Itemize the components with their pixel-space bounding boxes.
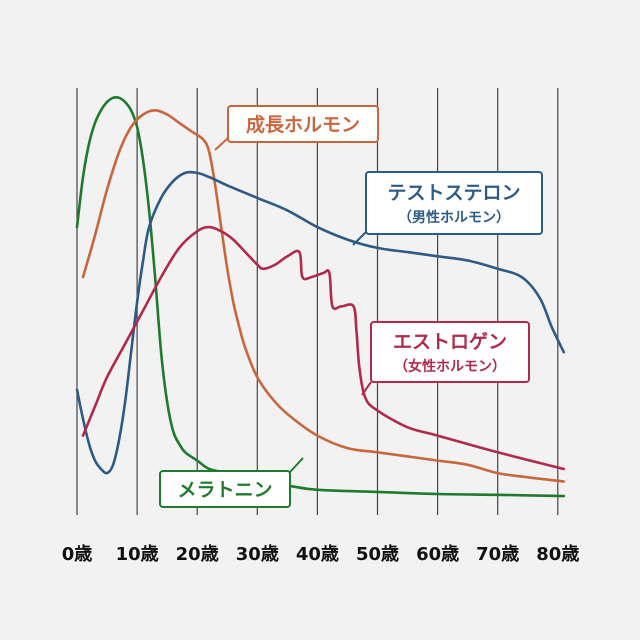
callout-melatonin: メラトニン [159,457,304,508]
grid-layer [76,88,559,515]
x-tick-label: 10歳 [116,544,159,565]
callout-estrogen-box [370,321,530,383]
callout-melatonin-leader [289,457,304,473]
x-tick-label: 0歳 [62,544,93,565]
callout-growth-hormone-box [227,105,379,143]
callout-testosterone: テストステロン （男性ホルモン） [352,171,543,246]
series-line-growth-hormone [81,109,566,483]
callout-testosterone-leader [352,231,367,246]
callout-testosterone-sublabel: （男性ホルモン） [398,209,510,226]
callout-melatonin-box [159,470,291,508]
callout-testosterone-label: テストステロン [387,182,520,204]
series-layer [75,95,566,498]
series-line-melatonin [75,95,566,498]
series-line-estrogen [81,225,566,471]
callout-growth-hormone-leader [214,137,229,151]
x-tick-label: 30歳 [236,544,279,565]
callout-estrogen-label: エストロゲン [393,331,507,353]
x-tick-label: 60歳 [416,544,459,565]
callout-growth-hormone-label: 成長ホルモン [246,113,360,136]
callout-melatonin-label: メラトニン [177,479,272,501]
x-tick-label: 80歳 [536,544,579,565]
tick-labels: 0歳 10歳 20歳 30歳 40歳 50歳 60歳 70歳 80歳 [62,544,580,565]
x-tick-label: 70歳 [476,544,519,565]
callout-testosterone-box [365,171,543,235]
x-tick-label: 50歳 [356,544,399,565]
x-tick-label: 40歳 [296,544,339,565]
callout-estrogen-sublabel: （女性ホルモン） [394,358,506,375]
callout-estrogen-leader [361,381,372,396]
callout-growth-hormone: 成長ホルモン [214,105,379,151]
x-tick-label: 20歳 [176,544,219,565]
series-line-testosterone [75,170,566,475]
callout-estrogen: エストロゲン （女性ホルモン） [361,321,530,396]
